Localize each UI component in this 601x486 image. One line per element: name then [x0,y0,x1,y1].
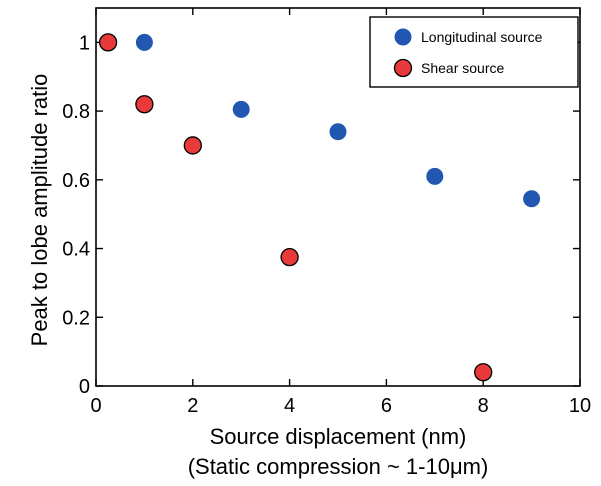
legend-label-longitudinal: Longitudinal source [421,29,543,45]
longitudinal-point [232,100,250,118]
y-tick-label: 0.4 [62,239,90,261]
x-axis-title: Source displacement (nm) [210,424,467,449]
longitudinal-point [329,123,347,141]
y-tick-label: 0.8 [62,101,90,123]
y-tick-label: 0.6 [62,170,90,192]
longitudinal-point [523,190,541,208]
y-tick-label: 1 [79,32,90,54]
shear-point [183,136,202,155]
data-points [98,33,541,382]
legend-marker-shear [393,58,413,78]
longitudinal-point [426,167,444,185]
legend: Longitudinal source Shear source [369,16,579,88]
y-tick-label: 0 [79,376,90,398]
shear-point [280,247,299,267]
shear-point [98,33,118,52]
shear-point [135,95,154,114]
y-tick-labels: 0 0.2 0.4 0.6 0.8 1 [62,32,90,398]
legend-marker-longitudinal [394,28,412,46]
y-tick-label: 0.2 [62,307,90,329]
legend-label-shear: Shear source [421,60,504,76]
x-tick-labels: 0 2 4 6 8 10 [90,395,591,417]
x-tick-label: 4 [284,395,295,417]
x-axis-subtitle: (Static compression ~ 1-10μm) [188,454,489,479]
x-tick-label: 8 [478,395,489,417]
y-axis-title: Peak to lobe amplitude ratio [27,74,52,347]
shear-point [474,363,493,382]
x-tick-label: 6 [381,395,392,417]
longitudinal-point [135,33,153,51]
x-tick-label: 10 [569,395,591,417]
x-tick-label: 0 [90,395,101,417]
axis-ticks [95,8,581,387]
plot-frame [95,7,581,387]
x-tick-label: 2 [187,395,198,417]
